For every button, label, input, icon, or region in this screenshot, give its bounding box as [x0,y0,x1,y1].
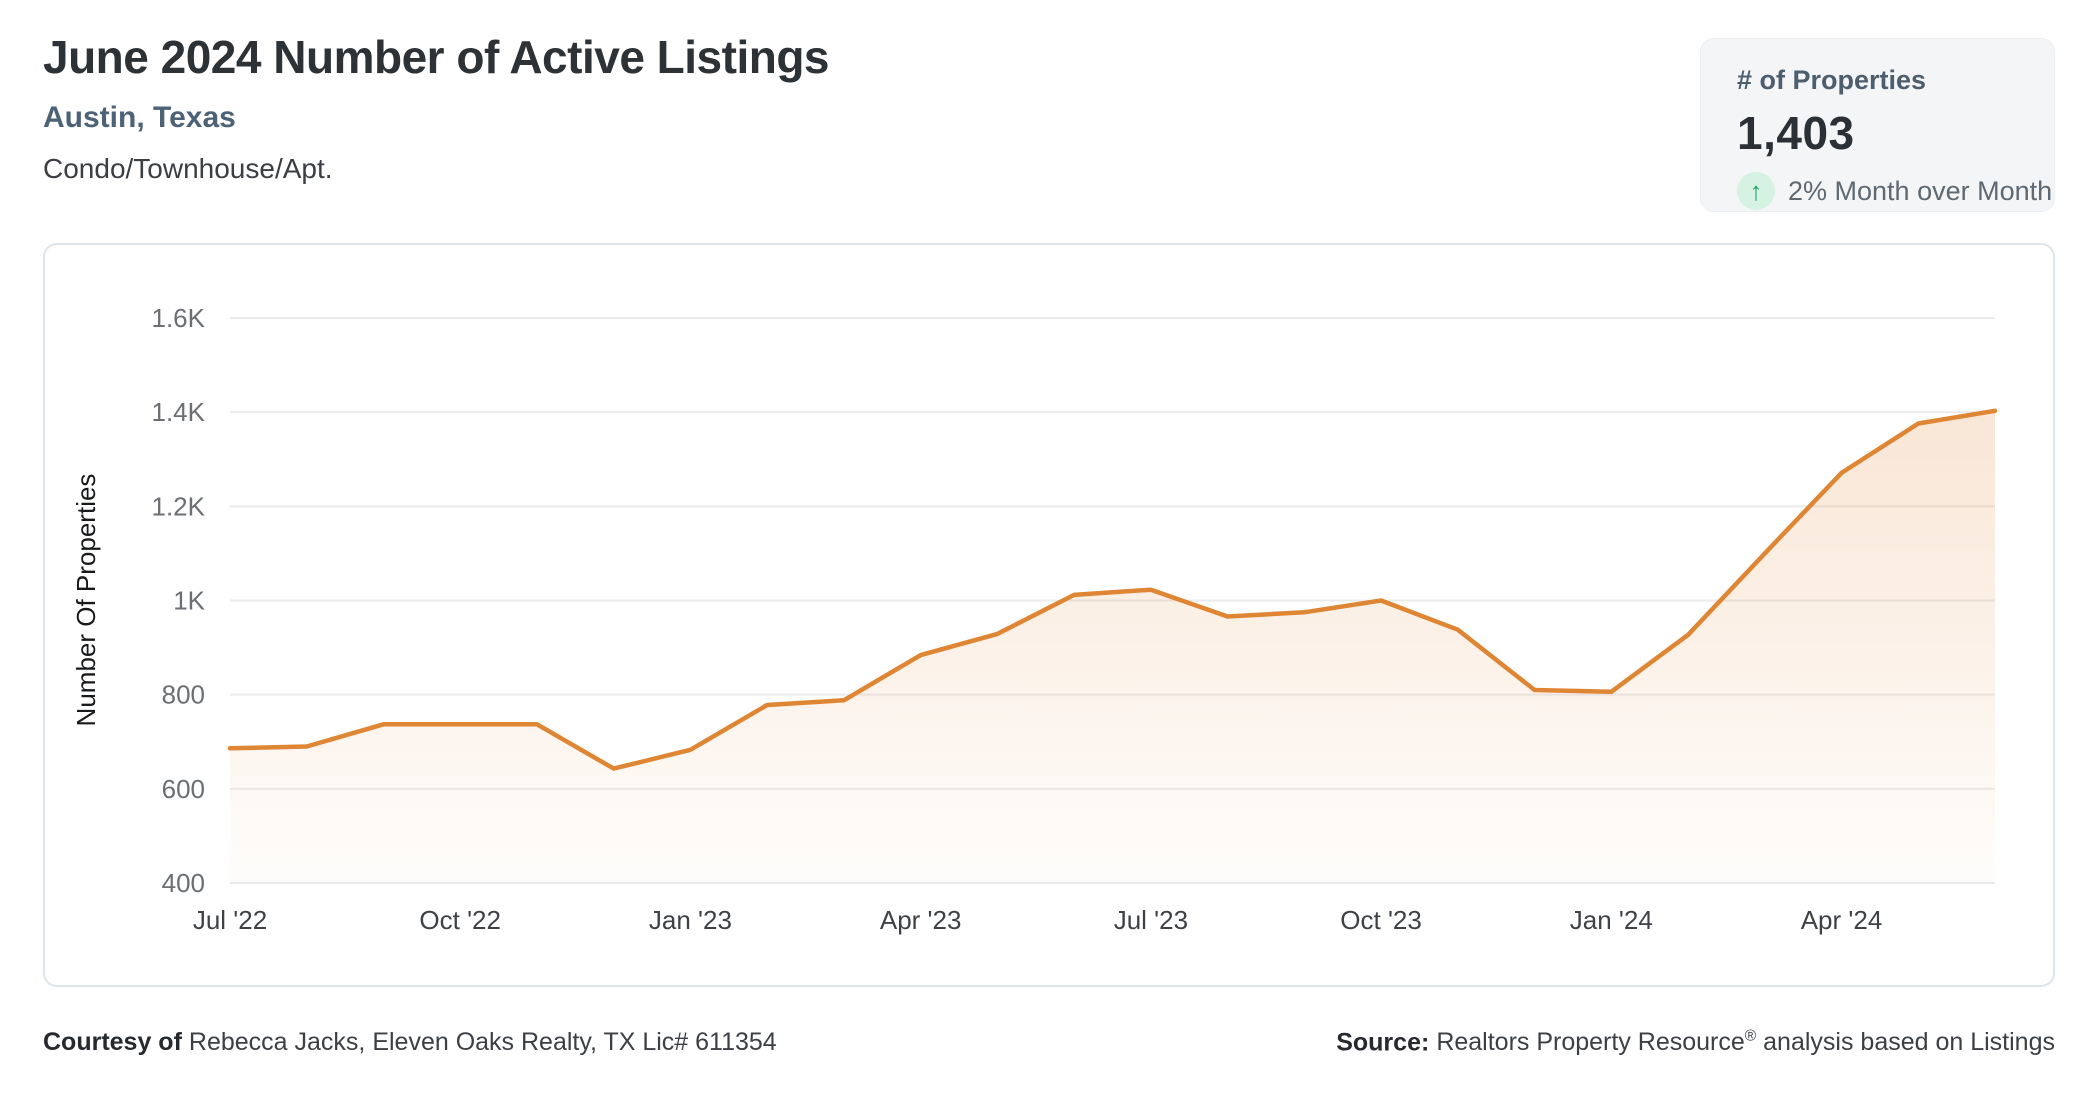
y-tick-label: 1.4K [152,397,206,427]
y-axis-tick-labels: 400 600 800 1K 1.2K 1.4K 1.6K [152,303,206,898]
y-tick-label: 400 [162,868,205,898]
x-tick-label: Oct '23 [1340,905,1422,935]
source-line: Source: Realtors Property Resource® analy… [1336,1028,2055,1057]
x-tick-label: Apr '23 [880,905,962,935]
courtesy-label: Courtesy of [43,1028,182,1057]
chart-panel: 400 600 800 1K 1.2K 1.4K 1.6K Jul '22 Oct '22 Ja… [43,243,2055,987]
series-area-fill [230,410,1995,883]
stat-card-label: # of Properties [1737,65,1927,95]
report-header: June 2024 Number of Active Listings Aust… [43,30,830,185]
x-tick-label: Apr '24 [1801,905,1883,935]
series-line [227,408,1998,771]
source-label: Source: [1336,1028,1430,1057]
stat-card-value: 1,403 [1737,107,1855,159]
y-tick-label: 800 [162,680,205,710]
courtesy-line: Courtesy of Rebecca Jacks, Eleven Oaks Re… [43,1028,777,1057]
location-subtitle: Austin, Texas [43,101,236,134]
x-tick-label: Oct '22 [419,905,501,935]
courtesy-text: Rebecca Jacks, Eleven Oaks Realty, TX Li… [188,1028,777,1057]
y-tick-label: 600 [162,774,205,804]
x-tick-label: Jul '23 [1114,905,1188,935]
report-footer: Courtesy of Rebecca Jacks, Eleven Oaks Re… [43,1028,2055,1057]
trend-text: 2% Month over Month [1788,175,2053,206]
y-tick-label: 1.6K [152,303,206,333]
arrow-up-icon: ↑ [1749,176,1763,206]
source-text: Realtors Property Resource® analysis bas… [1436,1028,2055,1057]
page-title: June 2024 Number of Active Listings [43,31,830,83]
x-tick-label: Jan '24 [1570,905,1653,935]
x-tick-label: Jul '22 [193,905,267,935]
y-tick-label: 1.2K [152,491,206,521]
stat-card-trend: ↑ 2% Month over Month [1737,172,2052,210]
x-tick-label: Jan '23 [649,905,732,935]
y-axis-title: Number Of Properties [71,474,101,727]
listings-area-chart[interactable]: 400 600 800 1K 1.2K 1.4K 1.6K Jul '22 Oct '22 Ja… [45,245,2053,985]
registered-mark: ® [1744,1028,1757,1045]
properties-stat-card: # of Properties 1,403 ↑ 2% Month over Mo… [1700,38,2055,212]
property-type-label: Condo/Townhouse/Apt. [43,153,333,184]
trend-circle: ↑ [1737,172,1775,210]
y-tick-label: 1K [173,586,205,616]
x-axis-tick-labels: Jul '22 Oct '22 Jan '23 Apr '23 Jul '23 Oct '… [193,905,1882,935]
